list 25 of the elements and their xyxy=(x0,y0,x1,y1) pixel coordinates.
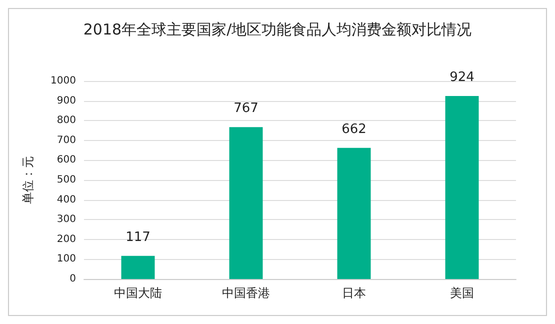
data-label: 117 xyxy=(126,230,150,245)
data-label: 662 xyxy=(342,122,366,137)
y-tick-label: 600 xyxy=(56,154,76,166)
y-tick-label: 1000 xyxy=(50,76,76,86)
x-tick-label: 中国香港 xyxy=(222,286,270,300)
bar xyxy=(121,256,155,279)
y-tick-label: 700 xyxy=(56,134,76,146)
x-tick-label: 美国 xyxy=(450,286,474,300)
y-tick-label: 200 xyxy=(56,234,76,245)
y-tick-label: 300 xyxy=(56,214,76,226)
y-tick-label: 900 xyxy=(56,95,76,106)
data-label: 767 xyxy=(234,101,258,116)
y-tick-label: 0 xyxy=(70,274,76,284)
bar xyxy=(445,96,479,279)
data-label: 924 xyxy=(450,70,474,86)
chart-title: 2018年全球主要国家/地区功能食品人均消费金额对比情况 xyxy=(83,20,472,38)
y-tick-label: 400 xyxy=(56,194,76,206)
y-tick-label: 800 xyxy=(56,115,76,126)
y-tick-label: 100 xyxy=(56,254,76,265)
y-tick-label: 500 xyxy=(56,174,76,186)
x-tick-label: 中国大陆 xyxy=(114,286,162,300)
bar xyxy=(337,148,371,279)
y-axis-title: 单位：元 xyxy=(21,156,35,204)
x-tick-label: 日本 xyxy=(342,286,366,300)
bar xyxy=(229,127,263,279)
